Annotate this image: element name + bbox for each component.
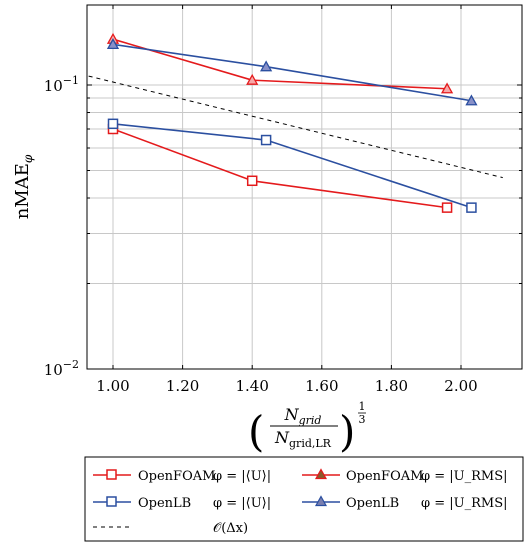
x-axis-title-denominator: Ngrid,LR — [274, 428, 332, 450]
legend-item-openfoam-mean: OpenFOAM φ = |⟨U⟩| — [93, 469, 271, 484]
x-tick-label: 1.80 — [375, 377, 408, 395]
y-tick-label: 10−1 — [44, 74, 79, 95]
data-point-square — [441, 202, 453, 213]
data-point-triangle — [106, 38, 120, 50]
series-line-4 — [88, 75, 503, 179]
x-axis-title-left-paren: ( — [248, 407, 264, 456]
grid-layer — [87, 5, 522, 370]
legend-label-openfoam-mean-solver: OpenFOAM — [138, 469, 215, 484]
legend-square-marker — [106, 469, 117, 480]
series-line-3 — [112, 43, 472, 102]
data-point-square — [466, 202, 477, 213]
marker-layer — [106, 32, 478, 213]
tick-layer: 1.00 1.20 1.40 1.60 1.80 2.00 10−1 10−2 — [44, 5, 522, 395]
y-tick-label: 10−2 — [44, 358, 79, 379]
y-axis-title-base: nMAE — [12, 163, 33, 219]
x-axis-title-exponent-den: 3 — [359, 413, 366, 426]
y-axis-title-sub: φ — [21, 154, 35, 163]
series-line-0 — [112, 128, 448, 209]
legend-label-openlb-rms-solver: OpenLB — [346, 496, 399, 511]
legend-triangle-marker — [314, 495, 328, 507]
data-point-square — [260, 134, 272, 146]
series-layer — [88, 38, 503, 209]
y-axis-title: nMAEφ — [12, 154, 35, 219]
x-tick-label: 1.60 — [305, 377, 338, 395]
legend-item-openlb-rms: OpenLB φ = |U_RMS| — [302, 495, 507, 511]
x-axis-title: ( Ngrid Ngrid,LR ) 1 3 — [248, 400, 366, 456]
data-point-triangle — [246, 73, 259, 85]
legend-label-openfoam-rms-solver: OpenFOAM — [346, 469, 423, 484]
x-tick-label: 1.20 — [166, 377, 199, 395]
legend-label-openlb-mean-solver: OpenLB — [138, 496, 191, 511]
x-tick-label: 1.40 — [235, 377, 268, 395]
legend-item-openfoam-rms: OpenFOAM φ = |U_RMS| — [302, 468, 507, 484]
legend-label-openfoam-rms-phi: φ = |U_RMS| — [421, 469, 507, 484]
legend-square-marker — [106, 496, 117, 507]
plot-frame — [86, 4, 523, 370]
legend-label-openlb-rms-phi: φ = |U_RMS| — [421, 496, 507, 511]
data-point-square — [246, 175, 258, 187]
series-line-2 — [112, 123, 472, 209]
x-axis-title-exponent-num: 1 — [359, 400, 366, 413]
data-point-triangle — [465, 94, 478, 106]
legend-triangle-marker — [314, 468, 328, 480]
x-axis-title-numerator: Ngrid — [284, 405, 322, 427]
data-point-triangle — [440, 82, 454, 94]
x-tick-label: 2.00 — [444, 377, 477, 395]
legend-label-openlb-mean-phi: φ = |⟨U⟩| — [213, 496, 271, 511]
legend-item-first-order-reference: 𝒪(Δx) — [93, 521, 248, 536]
legend-label-openfoam-mean-phi: φ = |⟨U⟩| — [213, 469, 271, 484]
legend-item-openlb-mean: OpenLB φ = |⟨U⟩| — [93, 496, 271, 511]
data-point-triangle — [260, 60, 273, 72]
x-tick-label: 1.00 — [96, 377, 129, 395]
legend: OpenFOAM φ = |⟨U⟩| OpenFOAM φ = |U_RMS| … — [84, 456, 524, 542]
legend-label-first-order-reference: 𝒪(Δx) — [213, 521, 248, 536]
x-axis-title-right-paren: ) — [339, 407, 355, 456]
legend-frame — [84, 456, 524, 542]
series-line-1 — [112, 38, 448, 90]
data-point-square — [107, 118, 119, 130]
